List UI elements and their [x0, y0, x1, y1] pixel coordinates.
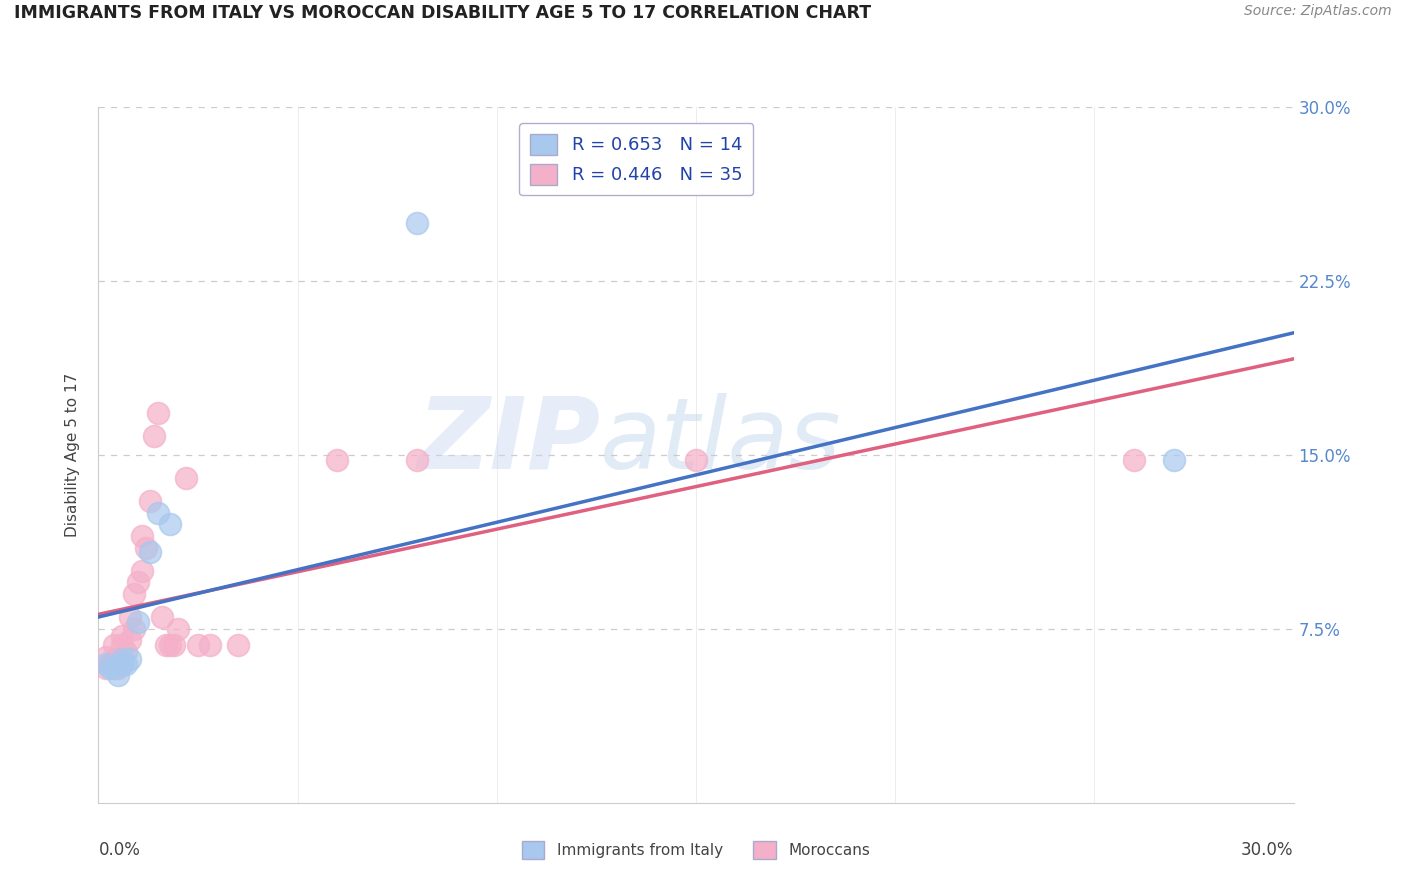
Point	[111, 638, 134, 652]
Point	[96, 657, 118, 671]
Point	[198, 638, 221, 652]
Point	[159, 638, 181, 652]
Point	[103, 661, 125, 675]
Point	[406, 452, 429, 467]
Point	[103, 652, 125, 666]
Point	[155, 638, 177, 652]
Point	[326, 452, 349, 467]
Point	[127, 615, 149, 629]
Point	[96, 649, 118, 664]
Point	[406, 216, 429, 230]
Text: ZIP: ZIP	[418, 392, 600, 490]
Text: 30.0%: 30.0%	[1241, 841, 1294, 859]
Point	[174, 471, 197, 485]
Point	[131, 564, 153, 578]
Point	[159, 517, 181, 532]
Point	[115, 645, 138, 659]
Y-axis label: Disability Age 5 to 17: Disability Age 5 to 17	[65, 373, 80, 537]
Text: atlas: atlas	[600, 392, 842, 490]
Point	[139, 545, 162, 559]
Point	[1163, 452, 1185, 467]
Point	[111, 629, 134, 643]
Point	[107, 668, 129, 682]
Point	[111, 657, 134, 671]
Point	[226, 638, 249, 652]
Point	[100, 657, 122, 671]
Point	[107, 661, 129, 675]
Point	[100, 661, 122, 675]
Point	[685, 452, 707, 467]
Point	[139, 494, 162, 508]
Point	[103, 638, 125, 652]
Point	[1123, 452, 1146, 467]
Point	[127, 575, 149, 590]
Point	[148, 406, 170, 420]
Point	[167, 622, 190, 636]
Point	[143, 429, 166, 443]
Point	[120, 633, 142, 648]
Point	[148, 506, 170, 520]
Point	[124, 587, 146, 601]
Point	[150, 610, 173, 624]
Text: 0.0%: 0.0%	[98, 841, 141, 859]
Text: Source: ZipAtlas.com: Source: ZipAtlas.com	[1244, 4, 1392, 19]
Point	[135, 541, 157, 555]
Point	[107, 652, 129, 666]
Point	[124, 622, 146, 636]
Point	[131, 529, 153, 543]
Point	[120, 652, 142, 666]
Point	[163, 638, 186, 652]
Point	[115, 657, 138, 671]
Legend: Immigrants from Italy, Moroccans: Immigrants from Italy, Moroccans	[516, 835, 876, 864]
Point	[111, 652, 134, 666]
Point	[187, 638, 209, 652]
Point	[120, 610, 142, 624]
Point	[111, 657, 134, 671]
Point	[96, 661, 118, 675]
Text: IMMIGRANTS FROM ITALY VS MOROCCAN DISABILITY AGE 5 TO 17 CORRELATION CHART: IMMIGRANTS FROM ITALY VS MOROCCAN DISABI…	[14, 4, 872, 22]
